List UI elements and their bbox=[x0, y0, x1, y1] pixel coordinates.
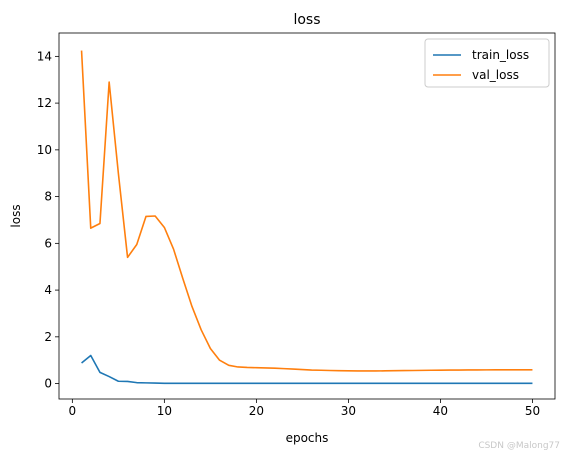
y-tick-label: 14 bbox=[37, 49, 52, 63]
x-tick-label: 0 bbox=[69, 404, 77, 418]
x-tick-label: 20 bbox=[249, 404, 264, 418]
series-lines bbox=[80, 50, 533, 385]
y-tick-label: 8 bbox=[44, 190, 52, 204]
series-line-val-loss bbox=[80, 50, 533, 372]
y-tick-label: 0 bbox=[44, 377, 52, 391]
y-tick-label: 2 bbox=[44, 330, 52, 344]
y-axis-label: loss bbox=[9, 204, 23, 227]
x-axis-label: epochs bbox=[286, 431, 329, 445]
y-axis-ticks: 0 2 4 6 8 10 12 14 bbox=[37, 49, 59, 391]
y-tick-label: 12 bbox=[37, 96, 52, 110]
legend: train_loss val_loss bbox=[424, 38, 550, 88]
legend-label: val_loss bbox=[472, 68, 519, 82]
x-tick-label: 40 bbox=[433, 404, 448, 418]
x-tick-label: 10 bbox=[157, 404, 172, 418]
x-axis-ticks: 0 10 20 30 40 50 bbox=[69, 399, 540, 418]
chart-title: loss bbox=[293, 12, 320, 28]
y-tick-label: 4 bbox=[44, 283, 52, 297]
x-tick-label: 50 bbox=[525, 404, 540, 418]
plot-area bbox=[58, 32, 556, 400]
series-line-train-loss bbox=[81, 354, 533, 385]
y-tick-label: 6 bbox=[44, 236, 52, 250]
watermark: CSDN @Malong77 bbox=[478, 441, 560, 451]
y-tick-label: 10 bbox=[37, 143, 52, 157]
x-tick-label: 30 bbox=[341, 404, 356, 418]
legend-label: train_loss bbox=[472, 48, 529, 62]
